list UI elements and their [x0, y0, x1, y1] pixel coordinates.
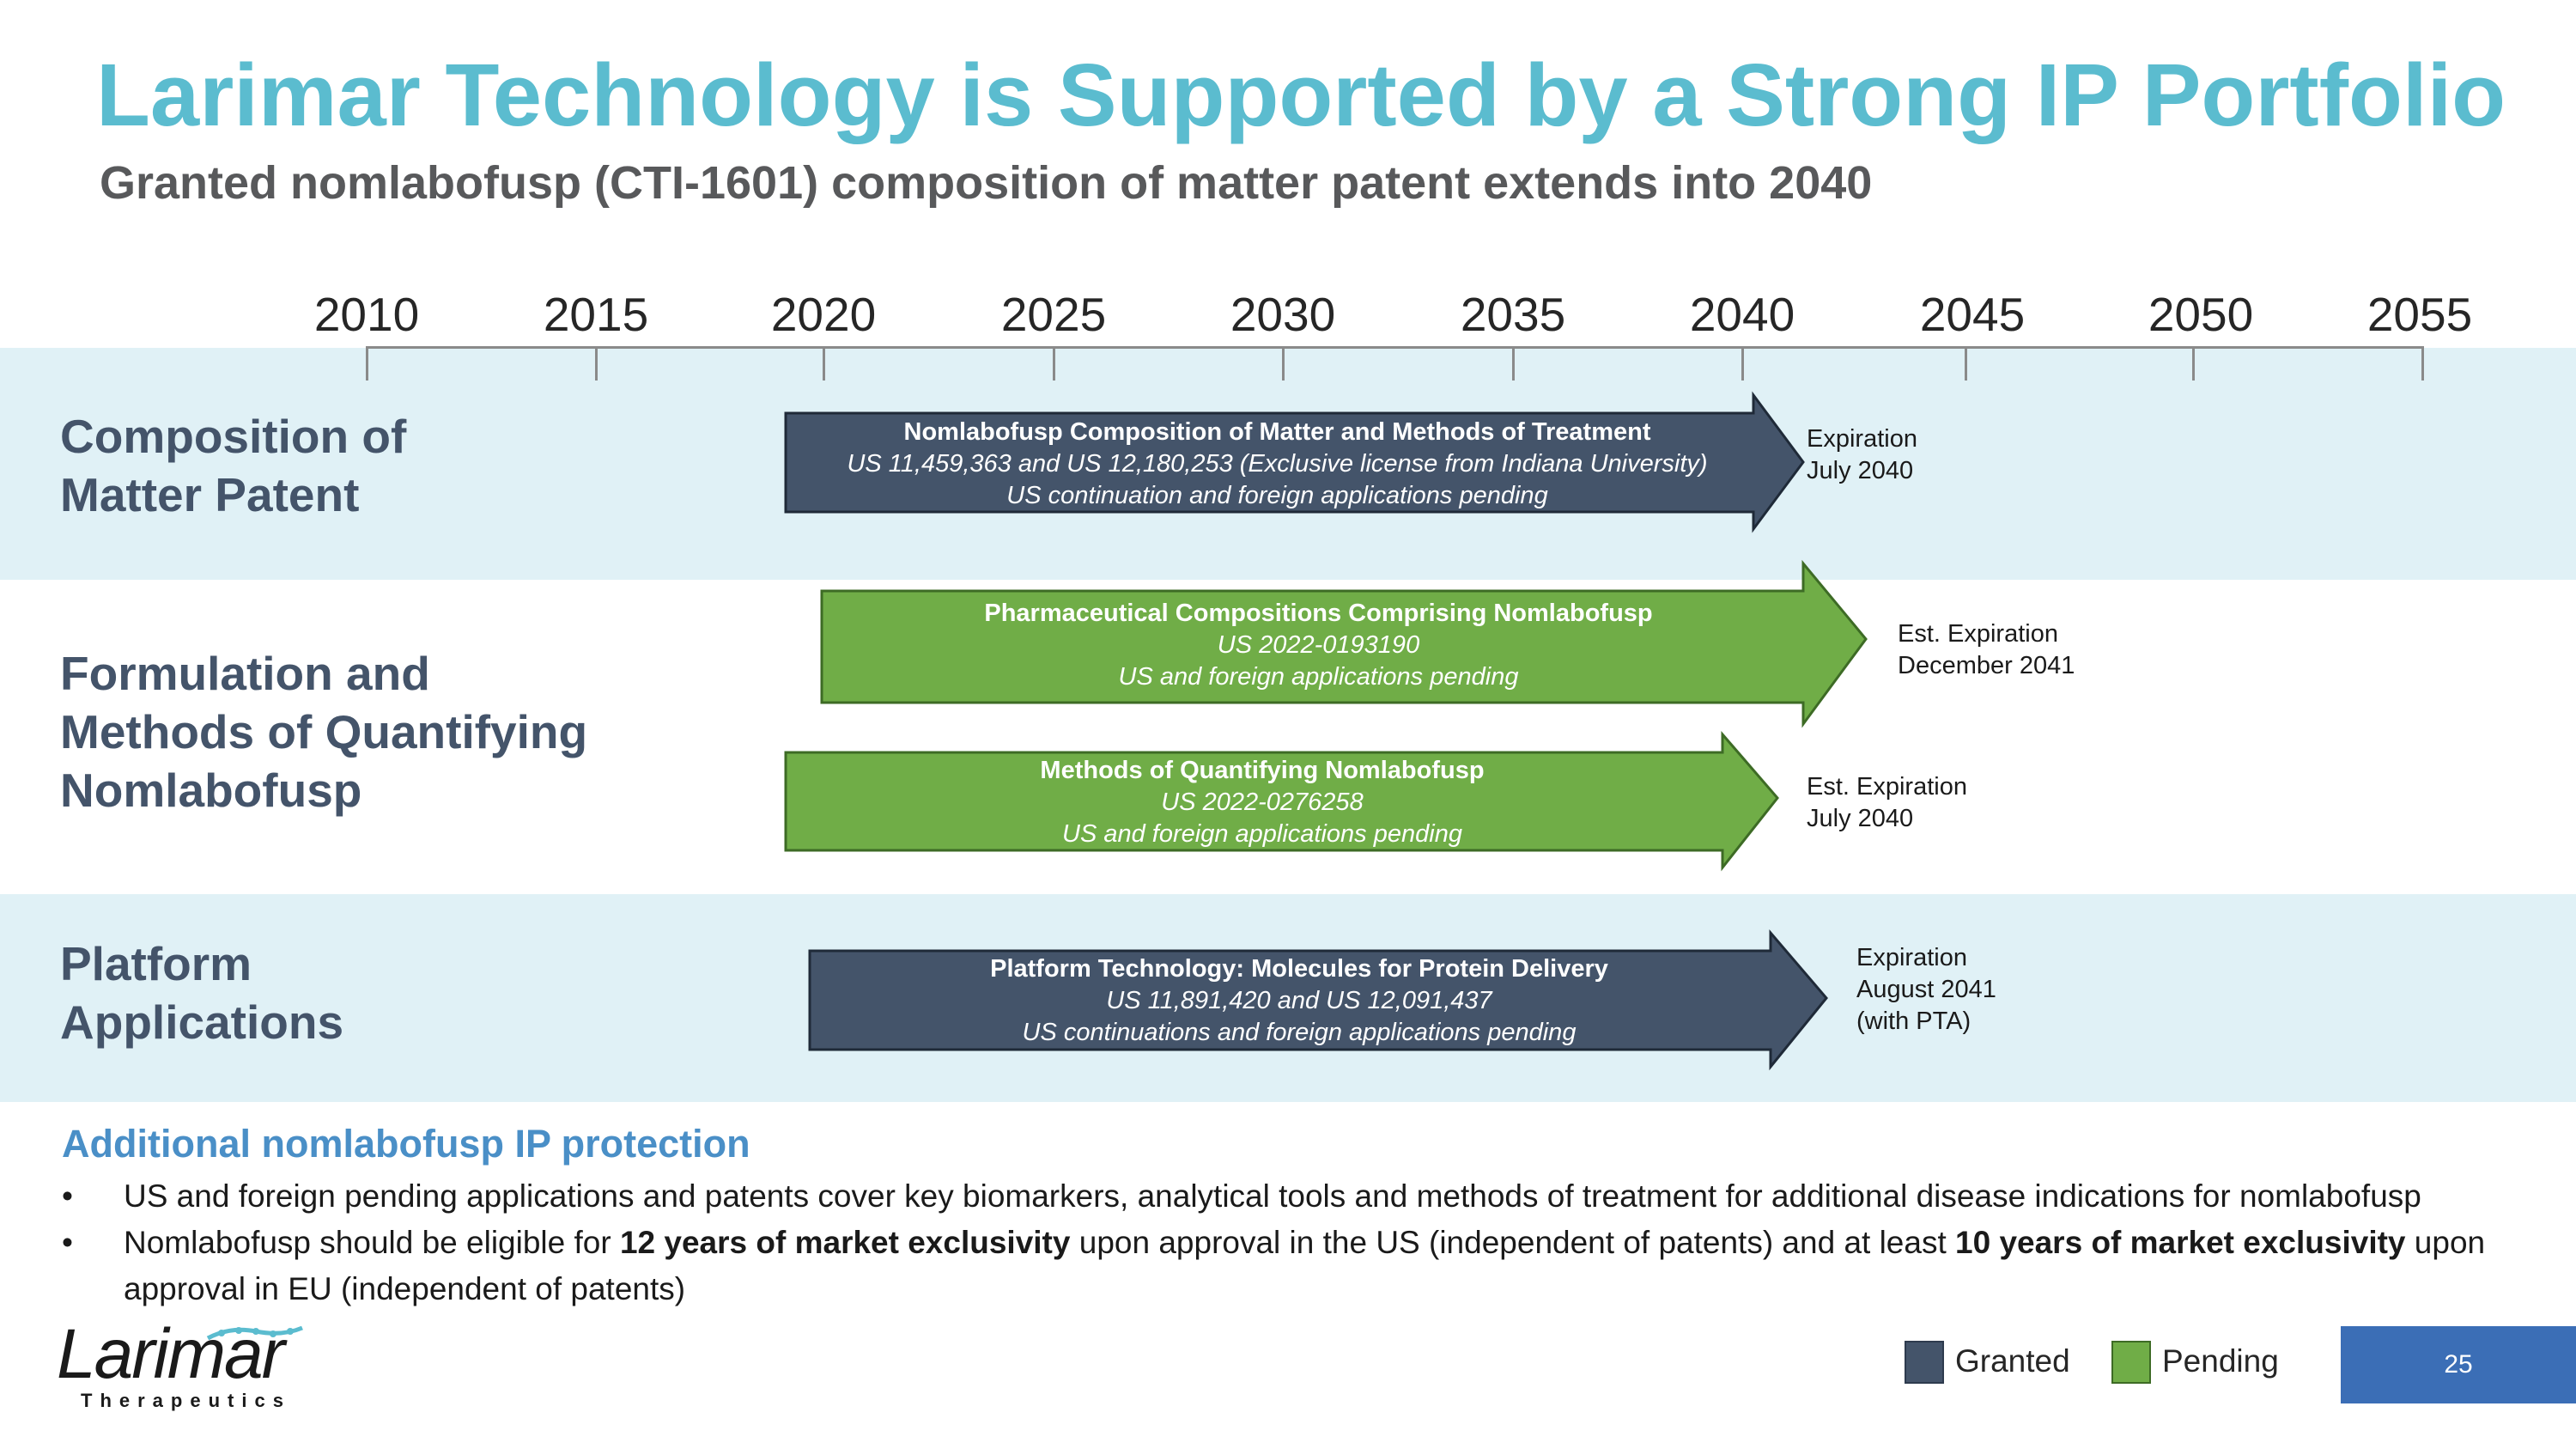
year-label: 2035	[1460, 288, 1566, 341]
bullet-item-2: • Nomlabofusp should be eligible for 12 …	[62, 1220, 2569, 1312]
expiration-line: Est. Expiration	[1898, 620, 2058, 648]
arrow-pending-pharma	[820, 559, 1868, 728]
arrow-granted-platform	[808, 928, 1828, 1071]
year-label: 2010	[313, 288, 420, 341]
timeline-tick	[2192, 346, 2195, 381]
bullet-text: US and foreign pending applications and …	[124, 1178, 2421, 1214]
bullet-dot: •	[62, 1178, 73, 1214]
bullet-text-part: upon approval in EU (independent of pate…	[124, 1225, 2486, 1306]
category-line: Formulation and	[60, 647, 430, 700]
year-label: 2020	[770, 288, 877, 341]
year-label: 2015	[543, 288, 649, 341]
category-formulation: Formulation and Methods of Quantifying N…	[60, 644, 587, 819]
expiration-line: Expiration	[1807, 425, 1917, 453]
bullet-text-part: upon approval in the US (independent of …	[1070, 1225, 1956, 1260]
category-line: Applications	[60, 995, 344, 1049]
category-line: Composition of	[60, 410, 407, 463]
expiration-composition: Expiration July 2040	[1807, 423, 1917, 487]
page-subtitle: Granted nomlabofusp (CTI-1601) compositi…	[100, 157, 1873, 209]
timeline-tick	[2421, 346, 2424, 381]
timeline-tick	[1741, 346, 1744, 381]
legend-label-pending: Pending	[2162, 1343, 2279, 1379]
arrow-line: US 11,459,363 and US 12,180,253 (Exclusi…	[847, 450, 1708, 478]
bullet-dot: •	[62, 1225, 73, 1260]
timeline-tick	[1053, 346, 1055, 381]
timeline: 2010 2015 2020 2025 2030 2035 2040 2045 …	[0, 0, 2576, 395]
arrow-title: Methods of Quantifying Nomlabofusp	[1040, 757, 1485, 784]
year-label: 2050	[2148, 288, 2254, 341]
arrow-title: Pharmaceutical Compositions Comprising N…	[984, 600, 1653, 627]
category-line: Platform	[60, 937, 252, 990]
arrow-line: US and foreign applications pending	[1118, 663, 1519, 691]
expiration-line: July 2040	[1807, 457, 1914, 484]
bullet-text: Nomlabofusp should be eligible for 12 ye…	[124, 1220, 2576, 1312]
arrow-text-composition: Nomlabofusp Composition of Matter and Me…	[786, 417, 1769, 512]
timeline-tick	[366, 346, 368, 381]
expiration-platform: Expiration August 2041 (with PTA)	[1856, 942, 1996, 1038]
logo-chain-icon	[206, 1325, 303, 1341]
expiration-line: Expiration	[1856, 944, 1967, 971]
timeline-tick	[1282, 346, 1285, 381]
expiration-quantifying: Est. Expiration July 2040	[1807, 771, 1967, 835]
bullet-item-1: • US and foreign pending applications an…	[62, 1173, 2569, 1220]
expiration-line: December 2041	[1898, 652, 2075, 679]
category-line: Nomlabofusp	[60, 764, 362, 817]
arrow-line: US continuations and foreign application…	[1022, 1019, 1577, 1046]
bullet-text-part: Nomlabofusp should be eligible for	[124, 1225, 620, 1260]
legend-swatch-pending	[2111, 1341, 2151, 1384]
arrow-line: US 2022-0193190	[1217, 631, 1420, 659]
arrow-granted-composition	[784, 391, 1805, 533]
category-line: Methods of Quantifying	[60, 705, 588, 758]
expiration-line: (with PTA)	[1856, 1008, 1971, 1035]
arrow-pending-quantifying	[784, 730, 1779, 872]
company-logo: Larimar	[57, 1315, 285, 1393]
arrow-title: Platform Technology: Molecules for Prote…	[990, 955, 1608, 983]
arrow-text-pharma: Pharmaceutical Compositions Comprising N…	[822, 598, 1815, 693]
page-title: Larimar Technology is Supported by a Str…	[96, 46, 2506, 144]
legend-swatch-granted	[1905, 1341, 1944, 1384]
arrow-line: US and foreign applications pending	[1062, 820, 1462, 848]
category-platform: Platform Applications	[60, 935, 343, 1051]
timeline-tick	[1512, 346, 1515, 381]
timeline-tick	[823, 346, 825, 381]
year-label: 2030	[1230, 288, 1336, 341]
arrow-line: US 2022-0276258	[1161, 788, 1364, 816]
arrow-line: US continuation and foreign applications…	[1006, 482, 1548, 509]
arrow-line: US 11,891,420 and US 12,091,437	[1106, 987, 1492, 1014]
company-logo-tagline: Therapeutics	[81, 1390, 291, 1411]
timeline-tick	[595, 346, 598, 381]
additional-heading: Additional nomlabofusp IP protection	[62, 1122, 750, 1166]
legend-label-granted: Granted	[1955, 1343, 2070, 1379]
timeline-axis	[367, 346, 2424, 349]
page-number: 25	[2341, 1326, 2576, 1403]
timeline-tick	[1965, 346, 1967, 381]
arrow-title: Nomlabofusp Composition of Matter and Me…	[903, 418, 1651, 446]
category-line: Matter Patent	[60, 468, 360, 521]
expiration-line: August 2041	[1856, 976, 1996, 1003]
year-label: 2040	[1689, 288, 1795, 341]
arrow-text-platform: Platform Technology: Molecules for Prote…	[810, 953, 1789, 1049]
bullet-bold: 10 years of market exclusivity	[1955, 1225, 2406, 1260]
year-label: 2045	[1919, 288, 2026, 341]
expiration-pharma: Est. Expiration December 2041	[1898, 618, 2075, 682]
bullet-bold: 12 years of market exclusivity	[619, 1225, 1071, 1260]
year-label: 2055	[2366, 288, 2473, 341]
category-composition: Composition of Matter Patent	[60, 407, 406, 524]
arrow-text-quantifying: Methods of Quantifying Nomlabofusp US 20…	[786, 755, 1739, 850]
year-label: 2025	[1000, 288, 1107, 341]
expiration-line: July 2040	[1807, 805, 1914, 832]
expiration-line: Est. Expiration	[1807, 773, 1967, 801]
